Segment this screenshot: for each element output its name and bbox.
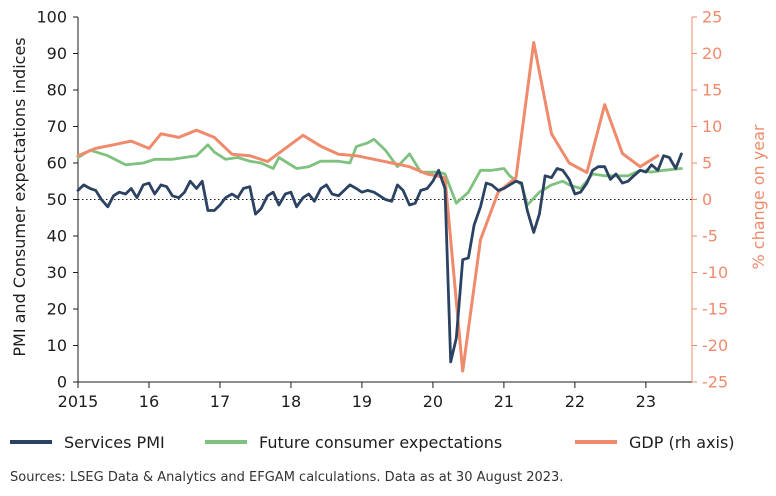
x-tick-label: 21: [494, 392, 514, 411]
legend-label-services-pmi: Services PMI: [64, 432, 165, 452]
legend-swatch-services-pmi: [10, 440, 52, 444]
left-tick-label: 80: [47, 81, 67, 100]
x-tick-label: 20: [423, 392, 443, 411]
left-tick-label: 100: [36, 8, 67, 27]
left-tick-label: 50: [47, 190, 67, 209]
x-tick-label: 17: [210, 392, 230, 411]
right-tick-label: 25: [702, 8, 722, 27]
right-tick-label: 20: [702, 44, 722, 63]
x-tick-label: 23: [636, 392, 656, 411]
x-tick-label: 16: [139, 392, 159, 411]
left-tick-label: 10: [47, 336, 67, 355]
right-tick-label: 10: [702, 117, 722, 136]
right-tick-label: -10: [702, 263, 728, 282]
legend-swatch-future-consumer-expectations: [205, 440, 247, 444]
series-line-services-pmi: [76, 152, 683, 364]
legend: Services PMI Future consumer expectation…: [10, 429, 770, 455]
series-layer: [76, 41, 683, 373]
x-axis-ticks: 2015 16 17 18 19 20 21 22 23: [58, 382, 656, 411]
left-axis-ticks: 0 10 20 30 40 50 60 70 80 90 100: [36, 8, 78, 392]
left-tick-label: 0: [57, 373, 67, 392]
left-axis-label: PMI and Consumer expectations indices: [10, 37, 29, 356]
legend-label-future-consumer-expectations: Future consumer expectations: [259, 432, 503, 452]
right-tick-label: 0: [702, 190, 712, 209]
right-axis-label: % change on year: [749, 124, 768, 269]
left-tick-label: 30: [47, 263, 67, 282]
source-note: Sources: LSEG Data & Analytics and EFGAM…: [10, 470, 564, 485]
right-tick-label: -20: [702, 336, 728, 355]
legend-item-gdp: GDP (rh axis): [575, 429, 735, 455]
right-tick-label: 5: [702, 154, 712, 173]
series-line-gdp-rh-axis: [76, 41, 660, 373]
right-tick-label: -25: [702, 373, 728, 392]
legend-swatch-gdp: [575, 440, 617, 444]
left-tick-label: 70: [47, 117, 67, 136]
left-tick-label: 20: [47, 300, 67, 319]
right-axis-ticks: -25 -20 -15 -10 -5 0 5 10 15 20 25: [692, 8, 728, 392]
right-tick-label: -5: [702, 227, 718, 246]
series-line-future-consumer-expectations: [76, 137, 683, 207]
legend-label-gdp: GDP (rh axis): [629, 432, 735, 452]
left-tick-label: 90: [47, 44, 67, 63]
left-tick-label: 40: [47, 227, 67, 246]
x-tick-label: 18: [281, 392, 301, 411]
legend-item-future-consumer-expectations: Future consumer expectations: [205, 429, 502, 455]
x-tick-label: 2015: [58, 392, 99, 411]
left-tick-label: 60: [47, 154, 67, 173]
right-tick-label: -15: [702, 300, 728, 319]
right-tick-label: 15: [702, 81, 722, 100]
chart-svg: 0 10 20 30 40 50 60 70 80 90 100 -25 -20 -15 -10 -5 0 5 1…: [10, 8, 768, 412]
legend-item-services-pmi: Services PMI: [10, 429, 165, 455]
x-tick-label: 22: [565, 392, 585, 411]
x-tick-label: 19: [352, 392, 372, 411]
